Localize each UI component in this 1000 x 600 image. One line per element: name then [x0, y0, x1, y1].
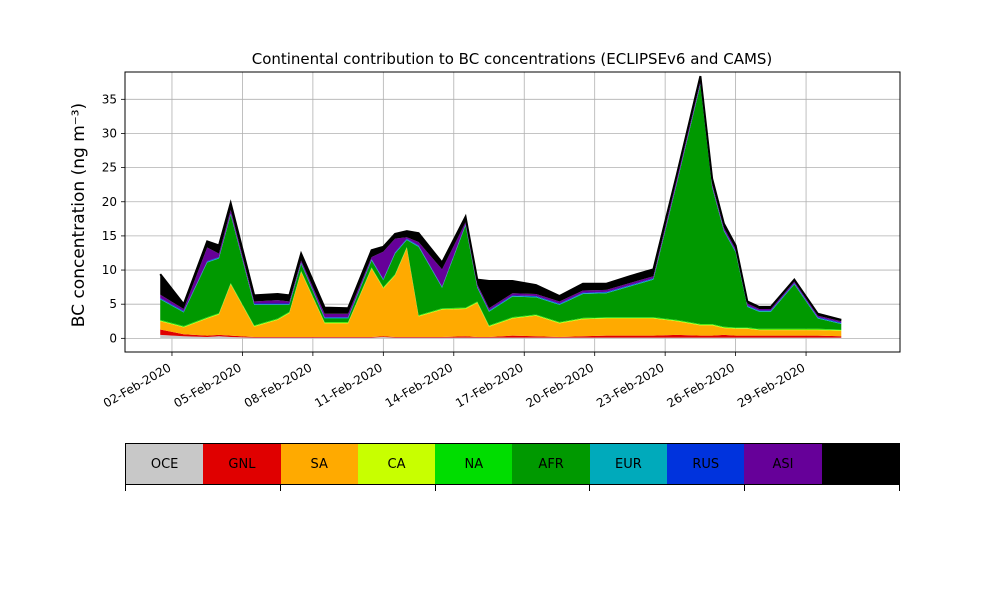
series-area-sa — [160, 248, 842, 337]
x-tick-label: 23-Feb-2020 — [594, 360, 667, 410]
legend-tick — [125, 485, 126, 491]
legend-item-rus: RUS — [667, 444, 745, 484]
legend: OCE GNL SA CA NA AFR EUR RUS ASI AUS — [125, 443, 900, 485]
legend-item-asi: ASI — [744, 444, 822, 484]
legend-tick — [279, 485, 281, 491]
y-tick-label: 30 — [102, 126, 117, 140]
legend-item-sa: SA — [280, 444, 358, 484]
legend-tick — [744, 485, 746, 491]
x-tick-label: 20-Feb-2020 — [524, 360, 597, 410]
x-tick-label: 17-Feb-2020 — [453, 360, 526, 410]
area-series — [159, 75, 842, 339]
legend-tick — [434, 485, 436, 491]
y-tick-label: 35 — [102, 92, 117, 106]
y-tick-label: 25 — [102, 161, 117, 175]
y-tick-label: 15 — [102, 229, 117, 243]
x-tick-label: 11-Feb-2020 — [312, 360, 385, 410]
x-tick-label: 05-Feb-2020 — [171, 360, 244, 410]
series-area-gnl — [160, 329, 842, 338]
legend-item-aus: AUS — [821, 444, 899, 484]
y-tick-label: 0 — [109, 331, 117, 345]
legend-ticks — [125, 485, 900, 493]
legend-item-afr: AFR — [512, 444, 590, 484]
legend-item-oce: OCE — [126, 444, 204, 484]
x-tick-label: 14-Feb-2020 — [383, 360, 456, 410]
legend-tick — [589, 485, 591, 491]
x-tick-label: 29-Feb-2020 — [735, 360, 808, 410]
y-tick-label: 5 — [109, 297, 117, 311]
legend-tick — [899, 485, 900, 491]
y-tick-label: 10 — [102, 263, 117, 277]
x-tick-label: 26-Feb-2020 — [665, 360, 738, 410]
legend-item-ca: CA — [357, 444, 436, 484]
chart-title: Continental contribution to BC concentra… — [252, 50, 773, 68]
legend-item-gnl: GNL — [203, 444, 281, 484]
series-area-afr — [160, 84, 842, 330]
plot-frame — [124, 71, 901, 353]
total-outline — [159, 75, 842, 321]
y-tick-label: 20 — [102, 195, 117, 209]
x-tick-label: 02-Feb-2020 — [101, 360, 174, 410]
legend-item-na: NA — [435, 444, 513, 484]
x-tick-label: 08-Feb-2020 — [242, 360, 315, 410]
y-axis-label: BC concentration (ng m⁻³) — [69, 103, 89, 327]
legend-item-eur: EUR — [589, 444, 668, 484]
